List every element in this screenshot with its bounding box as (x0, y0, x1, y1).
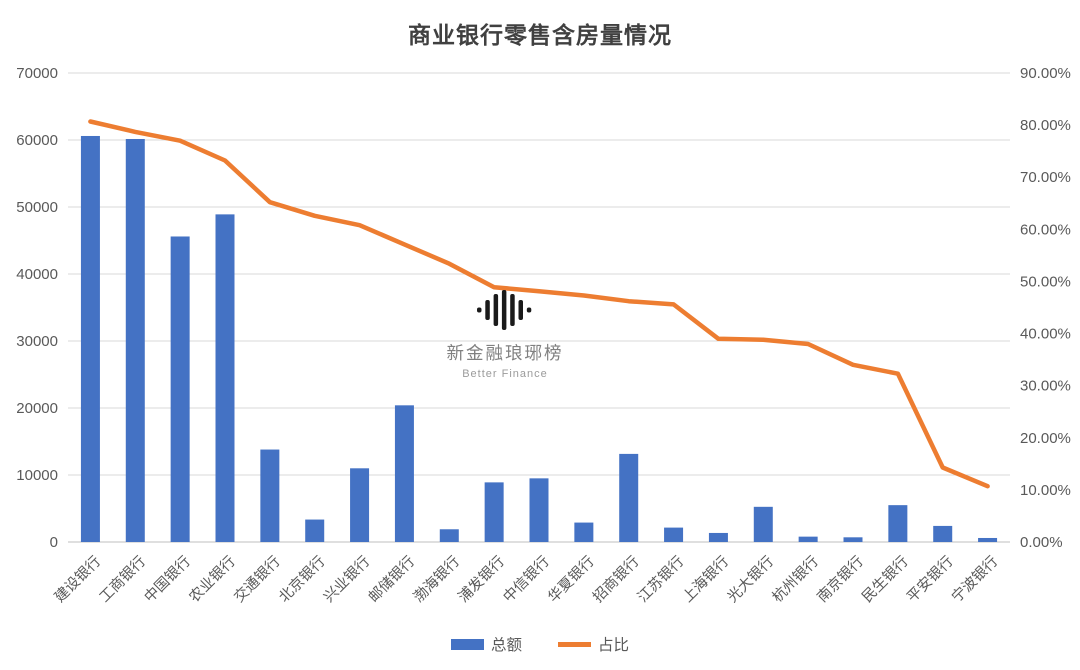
x-axis-category-label: 中国银行 (141, 553, 194, 606)
right-axis-tick-label: 0.00% (1020, 534, 1063, 551)
left-axis-tick-label: 60000 (16, 132, 58, 149)
legend-line-label: 占比 (598, 637, 630, 654)
right-axis-tick-label: 70.00% (1020, 169, 1071, 186)
bar (798, 536, 818, 542)
legend-line-swatch (558, 641, 591, 647)
bar (574, 522, 594, 542)
x-axis-category-label: 兴业银行 (320, 553, 373, 606)
chart-legend: 总额 占比 (0, 633, 1080, 655)
bar (529, 478, 549, 542)
bar (350, 468, 370, 542)
left-axis-tick-label: 50000 (16, 199, 58, 216)
left-axis-tick-label: 70000 (16, 65, 58, 82)
bar (439, 529, 459, 542)
bar (933, 525, 953, 542)
bar (394, 405, 414, 542)
left-axis-tick-label: 10000 (16, 467, 58, 484)
left-axis-tick-label: 0 (50, 534, 58, 551)
bar (978, 537, 998, 542)
x-axis-category-label: 建设银行 (51, 553, 104, 606)
bar (125, 138, 145, 542)
x-axis-category-label: 杭州银行 (769, 553, 822, 606)
x-axis-category-label: 江苏银行 (634, 553, 687, 606)
x-axis-category-label: 工商银行 (96, 553, 149, 606)
x-axis-category-label: 渤海银行 (410, 553, 463, 606)
left-axis-tick-label: 20000 (16, 400, 58, 417)
bar (305, 519, 325, 542)
right-axis-tick-label: 30.00% (1020, 378, 1071, 395)
x-axis-category-label: 招商银行 (590, 553, 643, 606)
bar (708, 532, 728, 542)
right-axis-tick-label: 80.00% (1020, 117, 1071, 134)
bar (80, 135, 100, 543)
x-axis-category-label: 民生银行 (859, 553, 912, 606)
right-axis-tick-label: 50.00% (1020, 273, 1071, 290)
legend-item-total: 总额 (450, 633, 522, 655)
legend-bar-swatch (450, 638, 484, 650)
x-axis-category-label: 南京银行 (814, 553, 867, 606)
x-axis-category-label: 中信银行 (500, 553, 553, 606)
x-axis-category-label: 平安银行 (904, 553, 957, 606)
ratio-line (88, 119, 990, 489)
x-axis-category-label: 华夏银行 (545, 553, 598, 606)
x-axis-category-label: 邮储银行 (365, 553, 418, 606)
chart-title: 商业银行零售含房量情况 (408, 22, 672, 48)
right-axis-tick-label: 40.00% (1020, 326, 1071, 343)
x-axis-category-label: 北京银行 (276, 553, 329, 606)
left-axis-tick-label: 40000 (16, 266, 58, 283)
right-axis-tick-label: 10.00% (1020, 482, 1071, 499)
legend-item-ratio: 占比 (558, 633, 629, 655)
bar (215, 214, 235, 542)
bar (260, 449, 280, 542)
x-axis-category-label: 光大银行 (724, 553, 777, 606)
bar (753, 506, 773, 542)
bar (170, 236, 190, 543)
x-axis-category-label: 宁波银行 (948, 553, 1001, 606)
legend-bar-label: 总额 (490, 637, 522, 654)
x-axis-category-label: 浦发银行 (455, 553, 508, 606)
right-axis-tick-label: 90.00% (1020, 65, 1071, 82)
bar (664, 527, 684, 542)
x-axis-category-label: 农业银行 (186, 553, 239, 606)
bar (843, 537, 863, 542)
bar (888, 505, 908, 542)
right-axis-tick-label: 60.00% (1020, 221, 1071, 238)
right-axis-tick-label: 20.00% (1020, 430, 1071, 447)
bar (619, 453, 639, 542)
bar (484, 482, 504, 542)
x-axis-category-label: 上海银行 (679, 553, 732, 606)
x-axis-category-label: 交通银行 (230, 552, 284, 606)
left-axis-tick-label: 30000 (16, 333, 58, 350)
